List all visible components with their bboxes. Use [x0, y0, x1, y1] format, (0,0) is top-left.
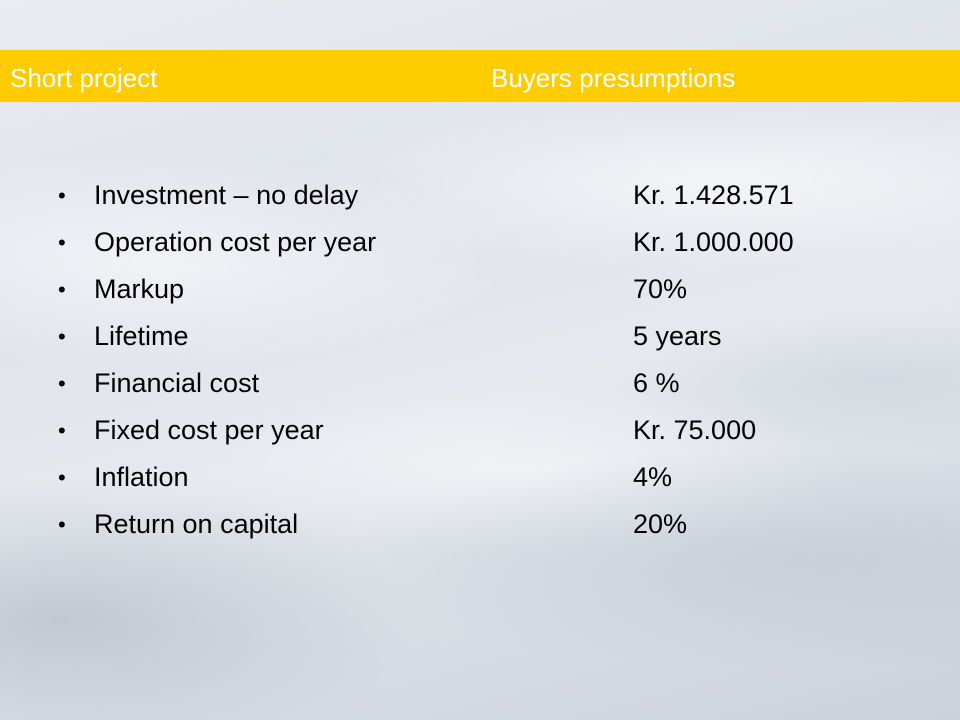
list-item: • Return on capital 20%: [58, 501, 918, 548]
item-value: 70%: [633, 274, 688, 304]
item-value: 4%: [633, 462, 673, 492]
list-item: • Financial cost 6 %: [58, 360, 918, 407]
item-value: Kr. 1.000.000: [633, 227, 794, 257]
item-value: 5 years: [633, 321, 722, 351]
item-label: Return on capital: [94, 509, 299, 539]
item-label: Financial cost: [94, 368, 260, 398]
list-item: • Operation cost per year Kr. 1.000.000: [58, 219, 918, 266]
item-value: Kr. 1.428.571: [633, 180, 794, 210]
slide-subtitle: Buyers presumptions: [491, 63, 736, 93]
item-label: Lifetime: [94, 321, 189, 351]
bullet-icon: •: [58, 183, 66, 208]
bullet-icon: •: [58, 324, 66, 349]
list-item: • Markup 70%: [58, 266, 918, 313]
list-item: • Investment – no delay Kr. 1.428.571: [58, 172, 918, 219]
item-label: Markup: [94, 274, 185, 304]
item-label: Inflation: [94, 462, 189, 492]
presumptions-list: • Investment – no delay Kr. 1.428.571 • …: [58, 172, 918, 548]
bullet-icon: •: [58, 512, 66, 537]
title-bar: Short project Buyers presumptions: [0, 50, 960, 102]
item-label: Operation cost per year: [94, 227, 377, 257]
list-item: • Inflation 4%: [58, 454, 918, 501]
list-item: • Fixed cost per year Kr. 75.000: [58, 407, 918, 454]
item-value: 20%: [633, 509, 688, 539]
bullet-icon: •: [58, 230, 66, 255]
item-label: Investment – no delay: [94, 180, 359, 210]
item-value: 6 %: [633, 368, 680, 398]
bullet-icon: •: [58, 465, 66, 490]
bullet-icon: •: [58, 418, 66, 443]
bullet-icon: •: [58, 371, 66, 396]
slide-title: Short project: [10, 63, 158, 93]
item-label: Fixed cost per year: [94, 415, 324, 445]
bullet-icon: •: [58, 277, 66, 302]
item-value: Kr. 75.000: [633, 415, 757, 445]
list-item: • Lifetime 5 years: [58, 313, 918, 360]
